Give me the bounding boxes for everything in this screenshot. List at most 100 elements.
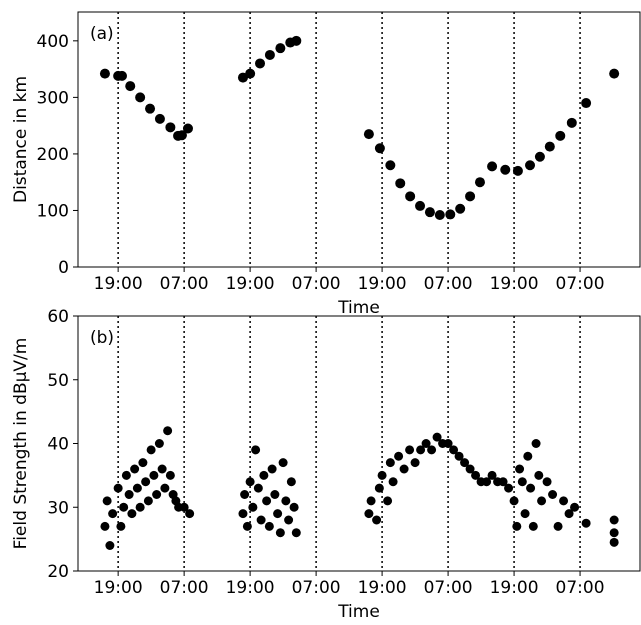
data-point <box>544 141 555 152</box>
data-point <box>581 98 592 109</box>
axes-frame <box>77 11 641 268</box>
data-point <box>581 518 591 528</box>
data-point <box>394 451 404 461</box>
data-point <box>443 439 453 448</box>
data-point <box>262 496 272 506</box>
data-point <box>454 451 464 461</box>
x-tick-label: 19:00 <box>94 578 143 598</box>
data-point <box>395 178 406 189</box>
x-axis-label: Time <box>337 298 380 318</box>
data-point <box>291 528 301 538</box>
data-point <box>405 445 415 455</box>
data-point <box>399 464 409 474</box>
data-point <box>534 470 544 480</box>
data-point <box>179 502 189 512</box>
data-point <box>154 113 165 124</box>
data-point <box>284 515 294 525</box>
data-point <box>121 470 131 480</box>
data-point <box>427 445 437 455</box>
data-point <box>176 130 187 141</box>
x-tick-label: 07:00 <box>424 274 473 294</box>
panel-annotation: (b) <box>90 328 114 348</box>
data-point <box>291 35 302 46</box>
data-point <box>146 445 156 455</box>
data-point <box>415 200 426 211</box>
data-point <box>99 68 110 79</box>
x-tick-label: 19:00 <box>358 274 407 294</box>
y-tick-label: 20 <box>47 562 69 582</box>
x-tick-label: 19:00 <box>94 274 143 294</box>
y-tick-label: 60 <box>47 307 69 327</box>
x-tick-label: 19:00 <box>226 274 275 294</box>
data-point <box>141 477 151 487</box>
data-point <box>526 483 536 493</box>
panel-annotation: (a) <box>90 24 114 44</box>
data-point <box>165 122 176 133</box>
data-point <box>132 483 142 493</box>
data-point <box>154 439 164 448</box>
data-point <box>548 490 558 499</box>
data-point <box>460 458 470 468</box>
x-tick-label: 07:00 <box>292 274 341 294</box>
data-point <box>487 161 498 172</box>
x-tick-label: 07:00 <box>424 578 473 598</box>
data-point <box>372 515 382 525</box>
data-point <box>517 477 527 487</box>
x-tick-label: 19:00 <box>490 274 539 294</box>
y-tick-label: 50 <box>47 371 69 391</box>
data-point <box>185 509 195 519</box>
data-point <box>445 209 456 220</box>
y-tick-label: 100 <box>37 201 69 221</box>
data-point <box>377 470 387 480</box>
data-point <box>278 458 288 468</box>
data-point <box>449 445 459 455</box>
data-point <box>152 490 162 499</box>
data-point <box>421 439 431 448</box>
x-tick-label: 07:00 <box>160 274 209 294</box>
data-point <box>410 458 420 468</box>
data-point <box>471 470 481 480</box>
data-point <box>138 458 148 468</box>
data-point <box>248 502 258 512</box>
data-point <box>559 496 569 506</box>
data-point <box>289 502 299 512</box>
data-point <box>270 490 280 499</box>
data-point <box>160 483 170 493</box>
data-point <box>264 49 275 60</box>
data-point <box>520 509 530 519</box>
data-point <box>102 496 112 506</box>
data-point <box>238 509 248 519</box>
data-point <box>273 509 283 519</box>
data-point <box>286 477 296 487</box>
data-point <box>385 160 396 171</box>
data-point <box>124 490 134 499</box>
data-point <box>542 477 552 487</box>
data-point <box>374 483 384 493</box>
data-point <box>482 477 492 487</box>
data-point <box>432 432 442 442</box>
data-point <box>105 541 115 550</box>
y-tick-label: 300 <box>37 88 69 108</box>
data-point <box>119 502 129 512</box>
data-point <box>259 470 269 480</box>
data-point <box>512 165 523 176</box>
data-point <box>255 58 266 69</box>
data-point <box>264 521 274 531</box>
data-point <box>405 191 416 202</box>
data-point <box>116 521 126 531</box>
data-point <box>570 502 580 512</box>
data-point <box>500 164 511 175</box>
data-point <box>135 502 145 512</box>
data-point <box>281 496 291 506</box>
data-point <box>504 483 514 493</box>
data-point <box>125 81 136 92</box>
data-point <box>474 177 485 188</box>
data-point <box>455 203 466 214</box>
data-point <box>363 129 374 140</box>
x-tick-label: 07:00 <box>160 578 209 598</box>
data-point <box>553 521 563 531</box>
data-point <box>251 445 261 455</box>
data-point <box>374 143 385 154</box>
data-point <box>609 528 619 538</box>
data-point <box>609 515 619 525</box>
